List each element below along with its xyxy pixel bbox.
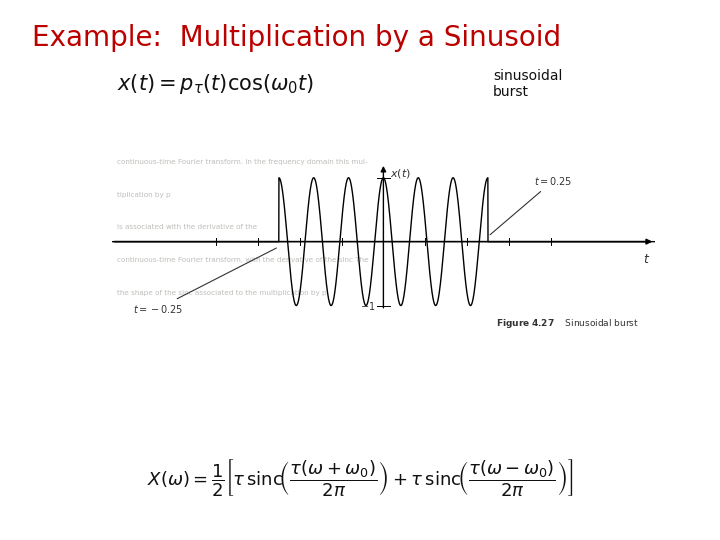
Text: the shape of the sinc associated to the multiplication by p: the shape of the sinc associated to the … <box>117 289 327 295</box>
Text: $t$: $t$ <box>644 253 651 266</box>
Text: $t = 0.25$: $t = 0.25$ <box>490 175 572 235</box>
Text: continuous-time Fourier transform, with the derivative of the sinc The: continuous-time Fourier transform, with … <box>117 257 369 263</box>
Text: sinusoidal
burst: sinusoidal burst <box>493 69 562 99</box>
Text: $-1$: $-1$ <box>359 300 375 312</box>
Text: $X(\omega) = \dfrac{1}{2}\left[\tau\,\mathrm{sinc}\!\left(\dfrac{\tau(\omega+\om: $X(\omega) = \dfrac{1}{2}\left[\tau\,\ma… <box>147 457 573 498</box>
Text: $x(t) = p_{\tau}(t)\cos(\omega_0 t)$: $x(t) = p_{\tau}(t)\cos(\omega_0 t)$ <box>117 72 315 96</box>
Text: $\bf{Figure\ 4.27}$    Sinusoidal burst: $\bf{Figure\ 4.27}$ Sinusoidal burst <box>496 317 639 330</box>
Text: tiplication by p: tiplication by p <box>117 192 171 198</box>
Text: Example:  Multiplication by a Sinusoid: Example: Multiplication by a Sinusoid <box>32 24 562 52</box>
Text: $t = -0.25$: $t = -0.25$ <box>132 248 276 315</box>
Text: is associated with the derivative of the: is associated with the derivative of the <box>117 225 257 231</box>
Text: continuous-time Fourier transform. In the frequency domain this mul-: continuous-time Fourier transform. In th… <box>117 159 368 165</box>
Text: $x(t)$: $x(t)$ <box>390 167 410 180</box>
